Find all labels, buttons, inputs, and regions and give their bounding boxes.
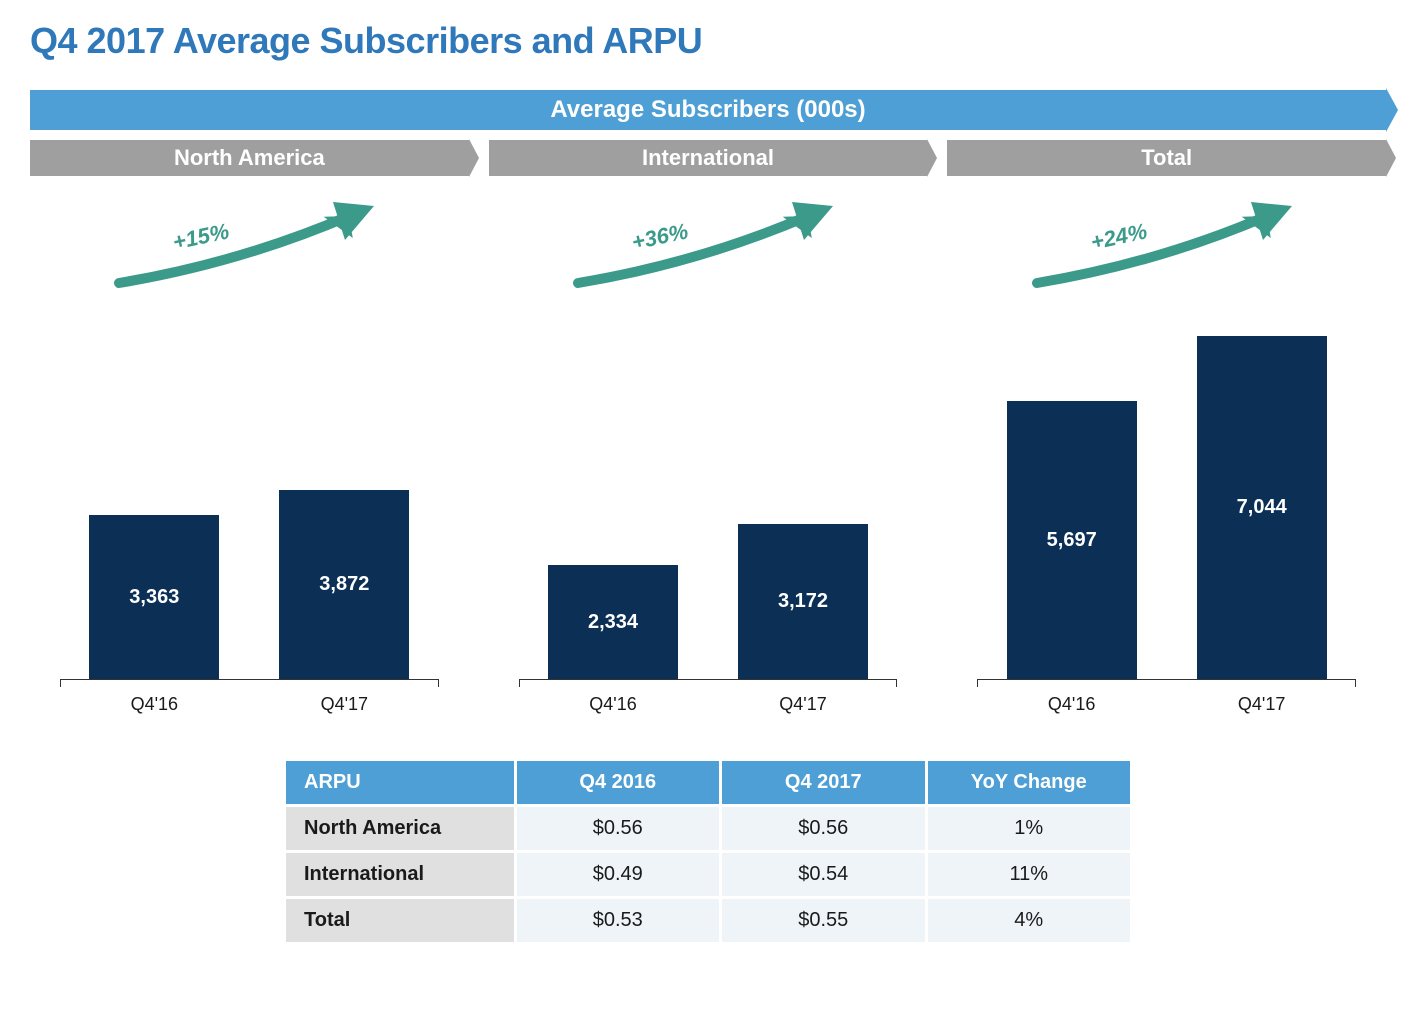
table-header-cell: Q4 2016 — [515, 760, 720, 806]
table-row: International$0.49$0.5411% — [285, 852, 1132, 898]
plot-area: 3,363 3,872 — [60, 300, 439, 680]
x-axis-label: Q4'17 — [738, 694, 868, 715]
bar-chart: +15% 3,363 3,872 Q4'16 Q4'17 — [30, 180, 469, 730]
plot-area: 2,334 3,172 — [519, 300, 898, 680]
sub-banner-international: International — [489, 140, 928, 176]
bar-value-label: 3,363 — [129, 586, 179, 609]
x-axis-label: Q4'17 — [1197, 694, 1327, 715]
growth-arrow-icon: +36% — [558, 188, 858, 298]
x-axis-labels: Q4'16 Q4'17 — [977, 694, 1356, 715]
sub-banner-row: North America International Total — [30, 140, 1386, 176]
bar: 2,334 — [548, 565, 678, 679]
x-axis-label: Q4'16 — [1007, 694, 1137, 715]
x-axis-label: Q4'17 — [279, 694, 409, 715]
table-header-cell: YoY Change — [926, 760, 1132, 806]
table-header-cell: ARPU — [285, 760, 516, 806]
bar: 7,044 — [1197, 336, 1327, 679]
bar: 3,872 — [279, 490, 409, 679]
page-title: Q4 2017 Average Subscribers and ARPU — [30, 20, 1386, 62]
bar-value-label: 2,334 — [588, 611, 638, 634]
arpu-table: ARPUQ4 2016Q4 2017YoY ChangeNorth Americ… — [283, 758, 1133, 945]
x-axis-label: Q4'16 — [89, 694, 219, 715]
bar-value-label: 5,697 — [1047, 529, 1097, 552]
bar: 3,172 — [738, 524, 868, 679]
sub-banner-north-america: North America — [30, 140, 469, 176]
main-banner: Average Subscribers (000s) — [30, 90, 1386, 130]
sub-banner-total: Total — [947, 140, 1386, 176]
bar: 5,697 — [1007, 401, 1137, 679]
growth-arrow-icon: +24% — [1017, 188, 1317, 298]
bar-value-label: 7,044 — [1237, 496, 1287, 519]
growth-label: +24% — [1088, 218, 1149, 255]
table-header-cell: Q4 2017 — [721, 760, 926, 806]
table-cell: 1% — [926, 806, 1132, 852]
bar-value-label: 3,172 — [778, 590, 828, 613]
plot-area: 5,697 7,044 — [977, 300, 1356, 680]
bar: 3,363 — [89, 515, 219, 679]
bar-chart: +24% 5,697 7,044 Q4'16 Q4'17 — [947, 180, 1386, 730]
x-axis-labels: Q4'16 Q4'17 — [60, 694, 439, 715]
table-cell: $0.56 — [721, 806, 926, 852]
bar-value-label: 3,872 — [319, 573, 369, 596]
table-cell: 11% — [926, 852, 1132, 898]
growth-label: +36% — [629, 218, 690, 255]
table-cell: $0.49 — [515, 852, 720, 898]
x-axis-labels: Q4'16 Q4'17 — [519, 694, 898, 715]
growth-label: +15% — [171, 218, 232, 255]
bar-chart: +36% 2,334 3,172 Q4'16 Q4'17 — [489, 180, 928, 730]
table-cell: $0.55 — [721, 898, 926, 944]
table-cell: $0.54 — [721, 852, 926, 898]
table-row-label: North America — [285, 806, 516, 852]
arpu-table-wrap: ARPUQ4 2016Q4 2017YoY ChangeNorth Americ… — [30, 758, 1386, 945]
table-cell: $0.56 — [515, 806, 720, 852]
table-row: Total$0.53$0.554% — [285, 898, 1132, 944]
x-axis-label: Q4'16 — [548, 694, 678, 715]
table-row-label: Total — [285, 898, 516, 944]
table-cell: $0.53 — [515, 898, 720, 944]
charts-row: +15% 3,363 3,872 Q4'16 Q4'17 +36% 2,334 3,172 Q… — [30, 180, 1386, 730]
table-row: North America$0.56$0.561% — [285, 806, 1132, 852]
table-row-label: International — [285, 852, 516, 898]
growth-arrow-icon: +15% — [99, 188, 399, 298]
table-header-row: ARPUQ4 2016Q4 2017YoY Change — [285, 760, 1132, 806]
table-cell: 4% — [926, 898, 1132, 944]
